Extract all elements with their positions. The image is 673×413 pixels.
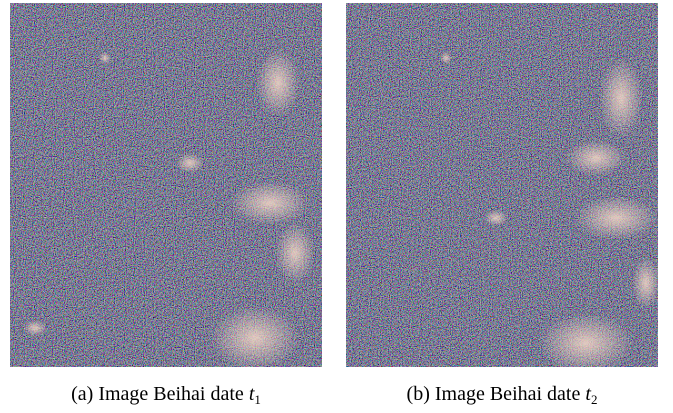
sar-image-t2 [346,3,658,367]
caption-b: (b) Image Beihai date t2 [342,380,662,408]
sar-image-t1 [10,3,322,367]
caption-b-symbol: t [585,383,591,405]
sar-image-t1-texture [10,3,322,367]
caption-a-subscript: 1 [254,392,261,407]
caption-a-label: (a) [71,383,94,405]
caption-b-label: (b) [406,383,430,405]
caption-b-text: Image Beihai date [434,383,581,405]
caption-a-symbol: t [248,383,255,405]
caption-b-subscript: 2 [590,392,598,407]
caption-a: (a) Image Beihai date t1 [6,380,326,408]
sar-image-t2-texture [346,3,658,367]
caption-a-text: Image Beihai date [98,383,244,405]
